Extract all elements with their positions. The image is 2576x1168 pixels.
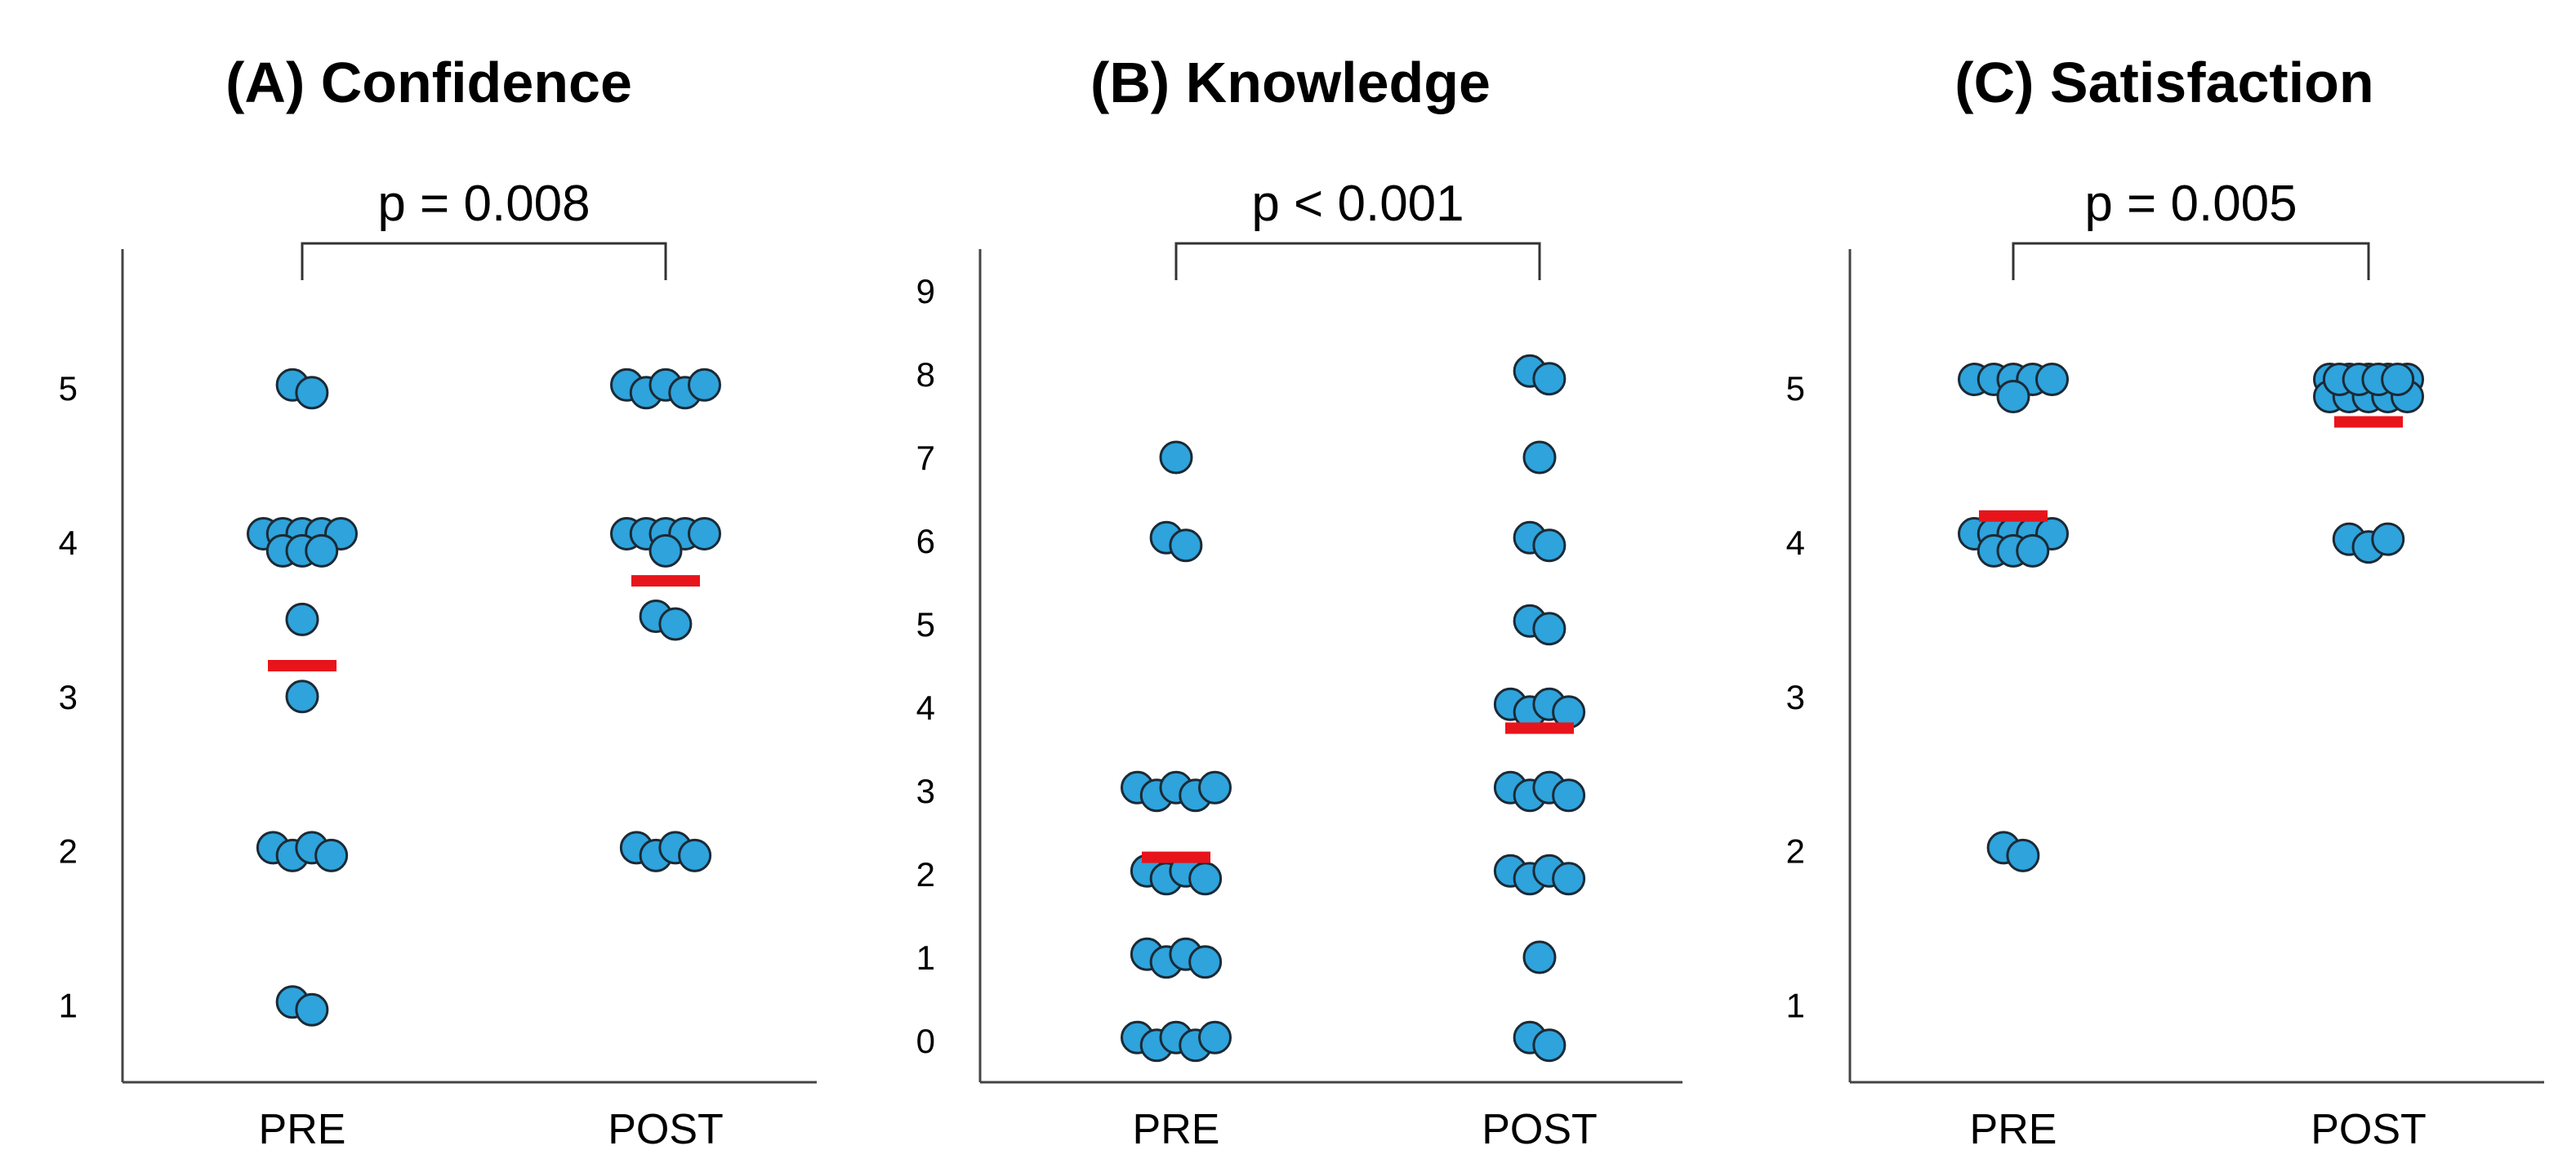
x-category-label: PRE xyxy=(1970,1106,2057,1153)
data-point xyxy=(1188,945,1223,979)
y-tick-label: 0 xyxy=(916,1022,935,1060)
data-point xyxy=(1552,778,1586,813)
data-point xyxy=(1532,612,1567,646)
panel-satisfaction: (C) Satisfaction 1 2 3 4 5 PRE POST p = 0.005 xyxy=(1786,51,2544,1153)
data-point xyxy=(2371,522,2405,556)
data-point xyxy=(678,838,712,872)
x-category-label: POST xyxy=(2311,1106,2427,1153)
data-point xyxy=(1169,528,1203,563)
y-tick-label: 2 xyxy=(916,855,935,894)
y-tick-label: 5 xyxy=(59,369,78,408)
data-point xyxy=(295,376,329,410)
panel-title: (B) Knowledge xyxy=(1090,51,1491,114)
data-point xyxy=(1188,862,1223,896)
y-tick-label: 3 xyxy=(1786,678,1805,716)
x-category-label: PRE xyxy=(259,1106,346,1153)
y-tick-label: 1 xyxy=(916,938,935,977)
x-category-label: POST xyxy=(608,1106,724,1153)
data-point xyxy=(1198,1020,1232,1054)
y-tick-label: 3 xyxy=(916,772,935,810)
y-tick-label: 6 xyxy=(916,522,935,560)
data-point xyxy=(1198,770,1232,805)
data-point xyxy=(2035,363,2069,397)
data-point xyxy=(285,680,319,714)
panel-title: (C) Satisfaction xyxy=(1954,51,2373,114)
data-point xyxy=(295,992,329,1027)
data-point xyxy=(658,607,693,641)
p-value-label: p < 0.001 xyxy=(1251,176,1464,232)
data-point xyxy=(285,602,319,636)
y-tick-label: 9 xyxy=(916,272,935,310)
y-tick-label: 5 xyxy=(916,605,935,644)
p-value-label: p = 0.005 xyxy=(2084,176,2297,232)
panel-knowledge: (B) Knowledge 0 1 2 3 4 5 6 7 8 9 PRE POST p < 0.001 xyxy=(916,51,1682,1153)
y-tick-label: 4 xyxy=(59,524,78,562)
data-point xyxy=(1532,1028,1567,1063)
y-tick-label: 2 xyxy=(59,832,78,871)
data-point xyxy=(688,368,721,402)
data-point xyxy=(688,516,721,551)
data-point xyxy=(2381,363,2415,397)
y-tick-label: 4 xyxy=(916,689,935,727)
significance-bracket xyxy=(301,242,667,280)
significance-bracket xyxy=(1174,242,1541,280)
data-point xyxy=(1159,440,1193,475)
x-category-label: POST xyxy=(1482,1106,1598,1153)
data-point xyxy=(1532,362,1567,396)
panel-title: (A) Confidence xyxy=(225,51,632,114)
significance-bracket xyxy=(2012,242,2370,280)
data-point xyxy=(1522,940,1557,974)
data-point xyxy=(314,838,349,872)
data-point xyxy=(648,533,683,568)
data-point xyxy=(1996,379,2030,413)
y-tick-label: 5 xyxy=(1786,369,1805,408)
data-point xyxy=(1552,862,1586,896)
y-tick-label: 4 xyxy=(1786,524,1805,562)
data-point xyxy=(2016,533,2050,568)
y-tick-label: 8 xyxy=(916,355,935,394)
y-tick-label: 1 xyxy=(59,987,78,1025)
x-category-label: PRE xyxy=(1133,1106,1220,1153)
data-point xyxy=(2006,838,2040,872)
data-point xyxy=(1522,440,1557,475)
panel-confidence: (A) Confidence 1 2 3 4 5 PRE POST p = 0.008 xyxy=(59,51,817,1153)
y-tick-label: 2 xyxy=(1786,832,1805,871)
y-tick-label: 3 xyxy=(59,678,78,716)
y-tick-label: 1 xyxy=(1786,987,1805,1025)
y-tick-label: 7 xyxy=(916,439,935,477)
data-point xyxy=(1532,528,1567,563)
data-point xyxy=(305,533,339,568)
p-value-label: p = 0.008 xyxy=(377,176,590,232)
